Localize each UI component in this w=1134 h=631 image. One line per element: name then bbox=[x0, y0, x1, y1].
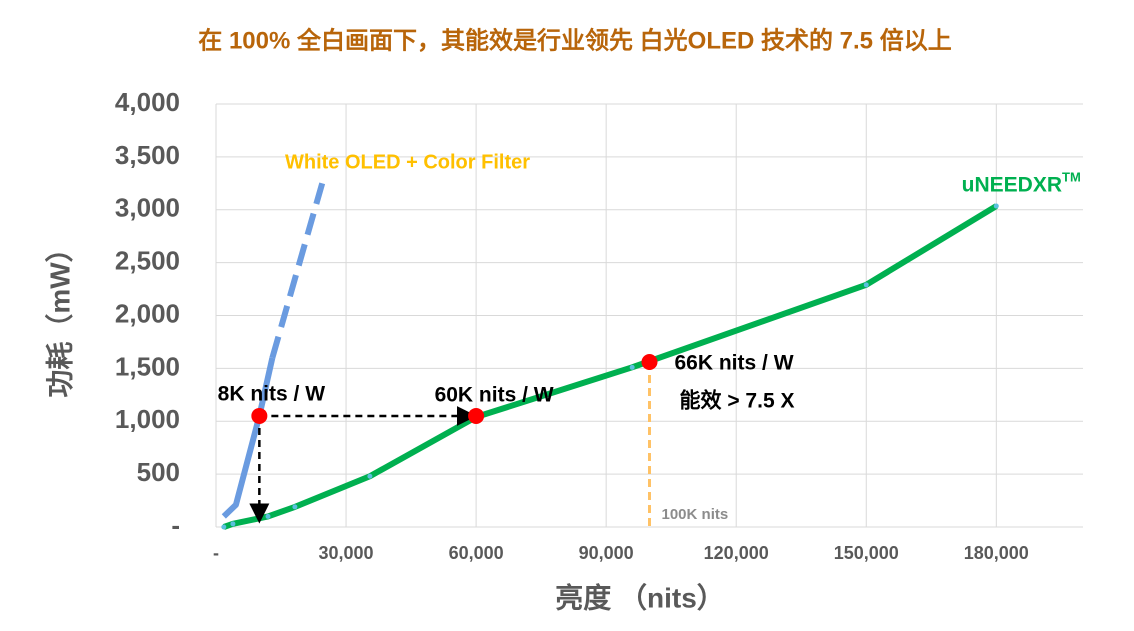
y-tick-label: 500 bbox=[137, 457, 180, 487]
y-tick-label: 3,000 bbox=[115, 193, 180, 223]
y-tick-label: 2,000 bbox=[115, 298, 180, 328]
point-marker bbox=[265, 513, 271, 519]
point-marker bbox=[367, 473, 373, 479]
point-marker bbox=[221, 524, 227, 530]
series-label: White OLED + Color Filter bbox=[285, 151, 530, 173]
point-marker bbox=[629, 364, 635, 370]
x-tick-label: - bbox=[213, 543, 219, 563]
point-label: 66K nits / W bbox=[675, 352, 794, 375]
reference-label: 100K nits bbox=[662, 506, 729, 523]
y-tick-label: 2,500 bbox=[115, 246, 180, 276]
point-marker bbox=[292, 504, 298, 510]
highlight-point bbox=[641, 354, 658, 371]
point-marker bbox=[993, 203, 999, 209]
y-tick-label: 3,500 bbox=[115, 140, 180, 170]
y-tick-label: 1,500 bbox=[115, 351, 180, 381]
x-tick-label: 150,000 bbox=[834, 543, 899, 563]
y-tick-label: - bbox=[171, 510, 180, 540]
series-label: uNEEDXR bbox=[962, 174, 1062, 197]
x-tick-label: 120,000 bbox=[704, 543, 769, 563]
x-tick-label: 180,000 bbox=[964, 543, 1029, 563]
point-label: 60K nits / W bbox=[435, 384, 554, 407]
x-tick-label: 90,000 bbox=[579, 543, 634, 563]
series-line bbox=[221, 357, 276, 519]
y-axis-label: 功耗（mW） bbox=[43, 234, 75, 397]
x-axis-label: 亮度 （nits） bbox=[555, 581, 725, 613]
y-tick-label: 4,000 bbox=[115, 87, 180, 117]
x-tick-label: 30,000 bbox=[319, 543, 374, 563]
point-label: 8K nits / W bbox=[218, 383, 326, 406]
y-tick-label: 1,000 bbox=[115, 404, 180, 434]
chart-title: 在 100% 全白画面下，其能效是行业领先 白光OLED 技术的 7.5 倍以上 bbox=[198, 26, 951, 54]
point-note: 能效 > 7.5 X bbox=[680, 389, 795, 413]
point-marker bbox=[230, 521, 236, 527]
series-label-sup: TM bbox=[1062, 169, 1081, 184]
series-line bbox=[222, 203, 998, 530]
x-tick-label: 60,000 bbox=[449, 543, 504, 563]
point-marker bbox=[863, 282, 869, 288]
highlight-point bbox=[251, 407, 268, 424]
highlight-point bbox=[468, 407, 485, 424]
